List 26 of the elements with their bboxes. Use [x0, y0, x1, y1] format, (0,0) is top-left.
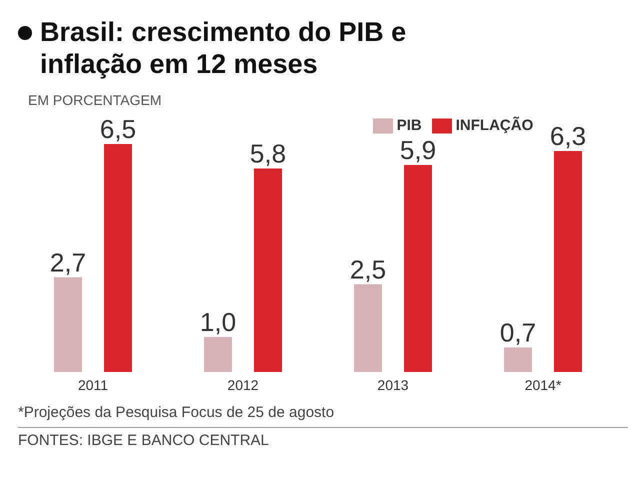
data-label: 5,8 [250, 138, 286, 169]
bar [404, 165, 432, 372]
bar [504, 347, 532, 372]
chart-title: Brasil: crescimento do PIB e inflação em 12 meses [40, 16, 408, 80]
data-label: 2,5 [350, 254, 386, 284]
text: *Projeções da Pesquisa Focus de 25 de agosto [18, 404, 336, 421]
text: FONTES: IBGE E BANCO CENTRAL [18, 427, 628, 449]
x-tick-label: 2013 [377, 376, 409, 393]
data-label: 5,9 [400, 135, 436, 166]
data-label: 6,5 [100, 114, 136, 144]
chart-subtitle: EM PORCENTAGEM [28, 92, 162, 108]
x-tick-label: 2014* [524, 376, 562, 393]
bar [204, 336, 232, 372]
legend-label: INFLAÇÃO [456, 116, 534, 134]
x-tick-label: 2011 [78, 376, 108, 393]
data-label: 2,7 [50, 247, 86, 278]
bar [554, 151, 582, 372]
data-label: 1,0 [200, 306, 236, 337]
legend-label: PIB [396, 116, 422, 134]
bar [104, 144, 132, 372]
bar [54, 277, 82, 372]
data-label: 6,3 [550, 121, 586, 152]
bar [254, 168, 282, 372]
bar [354, 284, 382, 372]
data-label: 0,7 [500, 317, 536, 348]
x-tick-label: 2012 [227, 376, 259, 393]
